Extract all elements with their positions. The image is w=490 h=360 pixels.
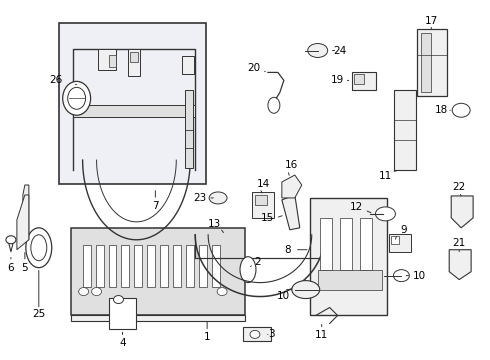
Ellipse shape <box>6 236 16 244</box>
Text: 16: 16 <box>285 160 298 170</box>
Text: 7: 7 <box>152 201 159 211</box>
FancyBboxPatch shape <box>417 28 447 96</box>
Ellipse shape <box>63 81 91 115</box>
Text: 17: 17 <box>425 15 438 26</box>
Polygon shape <box>282 175 302 198</box>
FancyBboxPatch shape <box>71 315 245 321</box>
Ellipse shape <box>292 280 319 298</box>
FancyBboxPatch shape <box>319 218 332 270</box>
Text: 26: 26 <box>49 75 62 85</box>
Text: 24: 24 <box>333 45 346 55</box>
FancyBboxPatch shape <box>255 195 267 205</box>
Polygon shape <box>451 196 473 228</box>
Text: 10: 10 <box>413 271 426 281</box>
FancyBboxPatch shape <box>394 90 416 170</box>
Text: 21: 21 <box>453 238 466 248</box>
Ellipse shape <box>452 103 470 117</box>
Ellipse shape <box>78 288 89 296</box>
FancyBboxPatch shape <box>354 75 364 84</box>
Ellipse shape <box>375 207 395 221</box>
FancyBboxPatch shape <box>318 270 383 289</box>
Polygon shape <box>23 185 29 240</box>
Polygon shape <box>17 195 29 250</box>
FancyBboxPatch shape <box>392 236 399 244</box>
Ellipse shape <box>68 87 86 109</box>
FancyBboxPatch shape <box>73 105 195 117</box>
FancyBboxPatch shape <box>147 245 155 287</box>
Polygon shape <box>282 195 300 230</box>
Text: 15: 15 <box>261 213 274 223</box>
FancyBboxPatch shape <box>199 245 207 287</box>
FancyBboxPatch shape <box>108 245 117 287</box>
Text: 25: 25 <box>32 310 46 319</box>
Text: 23: 23 <box>194 193 207 203</box>
Ellipse shape <box>250 330 260 338</box>
FancyBboxPatch shape <box>252 192 274 218</box>
FancyBboxPatch shape <box>360 218 371 270</box>
FancyBboxPatch shape <box>182 57 194 75</box>
Text: 18: 18 <box>435 105 448 115</box>
Ellipse shape <box>26 228 52 268</box>
Ellipse shape <box>217 288 227 296</box>
Text: 13: 13 <box>207 219 220 229</box>
Ellipse shape <box>268 97 280 113</box>
FancyBboxPatch shape <box>186 245 194 287</box>
Ellipse shape <box>393 270 409 282</box>
Text: 11: 11 <box>315 330 328 341</box>
Text: 12: 12 <box>350 202 363 212</box>
FancyBboxPatch shape <box>96 245 103 287</box>
FancyBboxPatch shape <box>160 245 168 287</box>
Ellipse shape <box>209 192 227 204</box>
Text: 20: 20 <box>247 63 261 73</box>
FancyBboxPatch shape <box>243 328 271 341</box>
Text: 11: 11 <box>379 171 392 181</box>
Ellipse shape <box>92 288 101 296</box>
FancyBboxPatch shape <box>185 90 193 168</box>
Text: 1: 1 <box>204 332 211 342</box>
Polygon shape <box>449 250 471 280</box>
FancyBboxPatch shape <box>310 198 388 315</box>
Text: 6: 6 <box>7 263 14 273</box>
FancyBboxPatch shape <box>83 245 91 287</box>
Ellipse shape <box>308 44 328 58</box>
Text: 3: 3 <box>269 329 275 339</box>
Text: 5: 5 <box>22 263 28 273</box>
Text: 8: 8 <box>285 245 291 255</box>
FancyBboxPatch shape <box>421 32 431 92</box>
Ellipse shape <box>240 257 256 283</box>
FancyBboxPatch shape <box>212 245 220 287</box>
FancyBboxPatch shape <box>122 245 129 287</box>
FancyBboxPatch shape <box>59 23 206 184</box>
Ellipse shape <box>114 296 123 303</box>
Text: 22: 22 <box>453 182 466 192</box>
Text: 4: 4 <box>119 338 126 348</box>
FancyBboxPatch shape <box>128 49 141 76</box>
FancyBboxPatch shape <box>134 245 143 287</box>
FancyBboxPatch shape <box>71 228 245 315</box>
Ellipse shape <box>31 235 47 261</box>
FancyBboxPatch shape <box>390 234 412 252</box>
Text: 9: 9 <box>400 225 407 235</box>
Text: 14: 14 <box>257 179 270 189</box>
Text: 2: 2 <box>255 257 261 267</box>
FancyBboxPatch shape <box>352 72 376 90</box>
FancyBboxPatch shape <box>98 49 116 71</box>
FancyBboxPatch shape <box>173 245 181 287</box>
Text: 10: 10 <box>277 291 291 301</box>
FancyBboxPatch shape <box>130 53 138 62</box>
Text: 19: 19 <box>331 75 344 85</box>
FancyBboxPatch shape <box>108 55 117 67</box>
FancyBboxPatch shape <box>340 218 352 270</box>
FancyBboxPatch shape <box>108 298 136 329</box>
